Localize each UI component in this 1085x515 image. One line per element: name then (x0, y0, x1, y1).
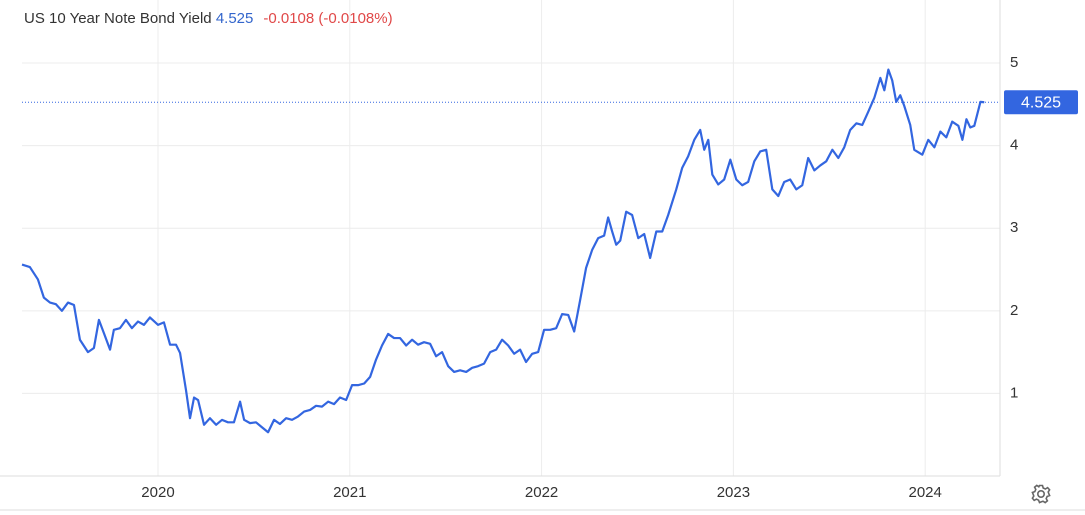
y-tick-label: 3 (1010, 219, 1018, 236)
chart-title: US 10 Year Note Bond Yield (24, 10, 212, 27)
x-tick-label: 2024 (909, 484, 942, 501)
x-tick-label: 2022 (525, 484, 558, 501)
x-tick-label: 2023 (717, 484, 750, 501)
chart-header: US 10 Year Note Bond Yield 4.525 -0.0108 … (24, 10, 393, 27)
settings-icon[interactable] (1031, 484, 1051, 504)
x-tick-label: 2020 (141, 484, 174, 501)
change: -0.0108 (-0.0108%) (263, 10, 392, 27)
last-value: 4.525 (216, 10, 254, 27)
x-tick-label: 2021 (333, 484, 366, 501)
y-tick-label: 4 (1010, 137, 1018, 154)
y-tick-label: 1 (1010, 384, 1018, 401)
y-tick-label: 5 (1010, 54, 1018, 71)
last-value-box (1004, 90, 1078, 115)
y-tick-label: 2 (1010, 302, 1018, 319)
series-line (21, 68, 985, 434)
last-value-label: 4.525 (1021, 94, 1061, 111)
